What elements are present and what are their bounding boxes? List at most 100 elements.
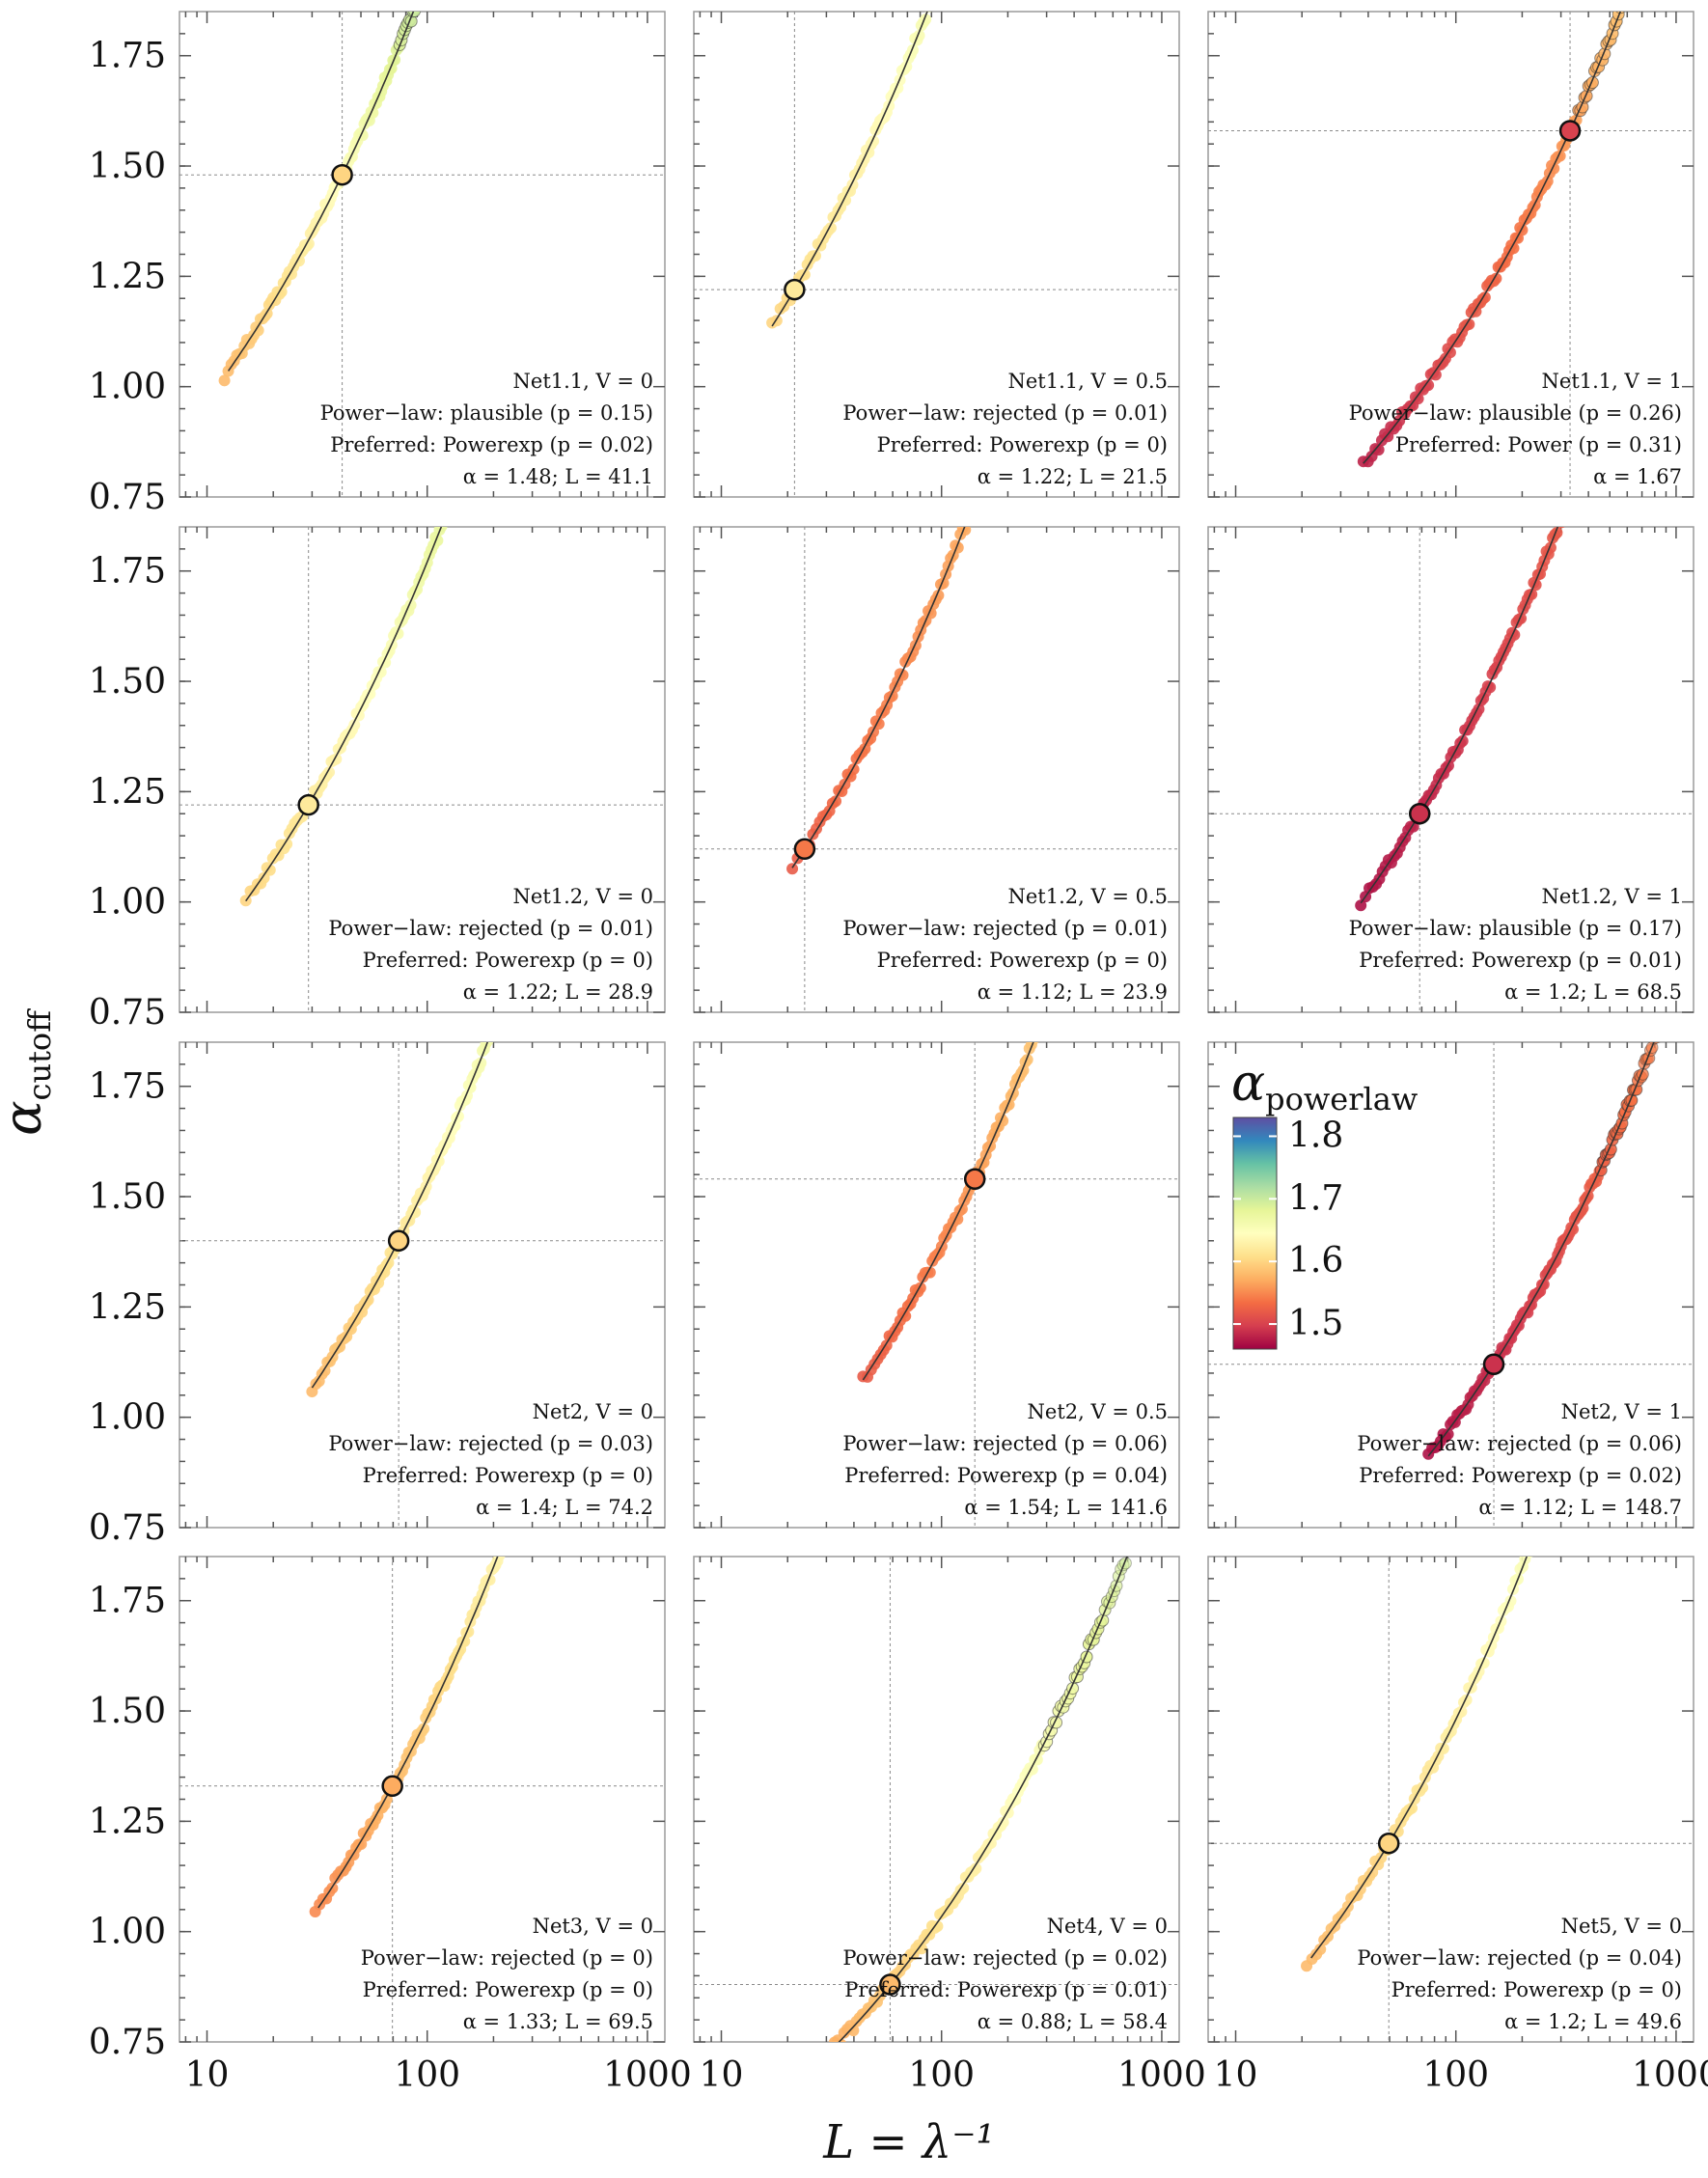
sample-point (1572, 469, 1584, 481)
sample-point (1088, 115, 1099, 126)
sample-point (564, 122, 575, 133)
panel-4: 0.75 1.00 1.25 1.50 1.75 Net1.2, V = 0 Power−l… (89, 122, 666, 1033)
panel-annotation-line: α = 1.22; L = 28.9 (463, 980, 653, 1004)
sample-point (1111, 794, 1122, 806)
sample-point (1642, 1172, 1654, 1183)
sample-point (1159, 620, 1171, 632)
sample-point (544, 857, 556, 868)
sample-point (1133, 711, 1144, 723)
sample-point (1668, 1070, 1680, 1082)
sample-point (1023, 345, 1034, 356)
sample-point (1030, 317, 1041, 329)
sample-point (414, 0, 426, 6)
sample-point (967, 505, 978, 516)
sample-point (1150, 658, 1162, 670)
sample-point (1622, 1243, 1634, 1254)
sample-point (1638, 1186, 1649, 1198)
sample-point (1131, 1529, 1143, 1540)
sample-point (586, 1276, 597, 1287)
sample-point (495, 1004, 507, 1015)
fit-curve (838, 1557, 1128, 2042)
panel-annotation-line: Net4, V = 0 (1047, 1915, 1168, 1938)
sample-point (1155, 638, 1167, 649)
panel-annotation-line: Preferred: Powerexp (p = 0.04) (844, 1464, 1168, 1487)
sample-point (1107, 38, 1118, 49)
sample-point (559, 815, 570, 827)
sample-point (1116, 772, 1128, 784)
sample-point (576, 1306, 588, 1317)
fit-curve (1310, 1557, 1529, 1959)
sample-point (1063, 207, 1075, 218)
sample-point (1054, 240, 1065, 252)
y-tick-label: 1.50 (89, 1177, 166, 1217)
panel-8: Net2, V = 0.5 Power−law: rejected (p = 0.… (693, 620, 1180, 1529)
sample-point (516, 287, 528, 298)
sample-point (1143, 680, 1154, 692)
fit-curve (862, 1042, 1034, 1381)
sample-point (786, 2082, 798, 2094)
sample-point (1626, 306, 1638, 317)
sample-point (825, 2046, 837, 2057)
sample-point (1137, 704, 1148, 716)
sample-point (1020, 346, 1032, 358)
sample-point (957, 1882, 970, 1894)
sample-point (1632, 289, 1643, 301)
sample-point (1565, 483, 1577, 495)
sample-point (822, 2044, 834, 2055)
sample-point (1033, 1021, 1045, 1033)
sample-point (1603, 1311, 1614, 1323)
sample-point (589, 1259, 600, 1271)
sample-point (610, 1183, 621, 1195)
x-tick-label: 1000 (1632, 2055, 1708, 2095)
sample-point (497, 1537, 509, 1549)
sample-point (818, 2049, 830, 2060)
sample-point (1584, 1373, 1596, 1385)
sample-point (485, 386, 497, 398)
panel-annotation-line: α = 1.12; L = 148.7 (1478, 1496, 1682, 1519)
sample-point (1529, 1530, 1540, 1541)
sample-point (1661, 184, 1672, 196)
panel-annotation-line: Preferred: Powerexp (p = 0) (363, 949, 653, 972)
sample-point (1673, 1052, 1685, 1063)
estimate-point (784, 278, 806, 301)
sample-point (539, 208, 551, 220)
y-axis-label-main: α (0, 1100, 53, 1135)
colorbar-tick-label: 1.6 (1288, 1241, 1343, 1281)
sample-point (573, 765, 585, 777)
sample-point (1676, 130, 1688, 142)
sample-point (1649, 232, 1661, 243)
sample-point (1586, 1362, 1598, 1373)
sample-point (1624, 313, 1636, 324)
sample-point (412, 0, 424, 2)
sample-point (1634, 1207, 1645, 1219)
sample-point (275, 286, 288, 298)
sample-point (567, 1332, 579, 1343)
panel-12: 10 100 1000 Net5, V = 0 Power−law: rejected … (1207, 1038, 1708, 2095)
sample-point (596, 1233, 608, 1245)
sample-point (972, 489, 983, 501)
sample-point (573, 1317, 585, 1329)
sample-point (812, 2054, 823, 2066)
sample-point (1662, 1094, 1673, 1106)
sample-point (1037, 1008, 1049, 1020)
sample-point (1574, 459, 1585, 471)
panel-annotation-line: α = 1.12; L = 23.9 (978, 980, 1168, 1004)
sample-point (488, 1021, 500, 1033)
sample-point (571, 768, 583, 780)
panel-annotation-line: Preferred: Powerexp (p = 0) (363, 1464, 653, 1487)
sample-point (1598, 1327, 1610, 1338)
sample-point (1556, 527, 1565, 529)
sample-point (1677, 1038, 1689, 1050)
sample-point (1507, 242, 1520, 255)
sample-point (566, 788, 578, 800)
panel-annotation-line: α = 1.67 (1593, 465, 1682, 488)
sample-point (1429, 369, 1442, 381)
sample-point (1591, 1346, 1603, 1358)
sample-point (1657, 201, 1668, 212)
sample-point (576, 753, 588, 764)
sample-point (594, 1241, 606, 1253)
sample-point (389, 53, 401, 66)
panel-annotation-line: Net1.2, V = 0 (513, 885, 653, 908)
sample-point (551, 1379, 563, 1391)
panel-annotation-line: Preferred: Powerexp (p = 0) (877, 433, 1168, 456)
